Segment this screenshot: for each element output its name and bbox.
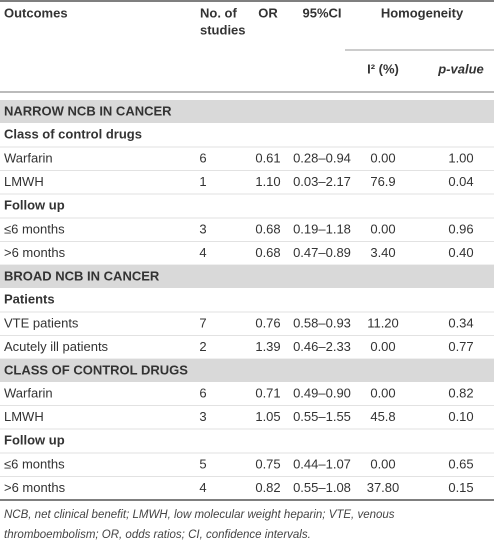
cell: 0.96 <box>448 221 473 236</box>
cell: 76.9 <box>370 174 395 189</box>
cell: 37.80 <box>367 480 400 495</box>
cell: 1 <box>199 174 206 189</box>
group-title: Follow up <box>4 197 65 212</box>
cell: 6 <box>199 385 206 400</box>
cell: ≤6 months <box>4 221 65 236</box>
cell: 0.19–1.18 <box>293 221 351 236</box>
cell: ≤6 months <box>4 456 65 471</box>
cell: 0.82 <box>255 480 280 495</box>
cell: 5 <box>199 456 206 471</box>
cell: 0.68 <box>255 245 280 260</box>
cell: 0.77 <box>448 339 473 354</box>
cell: 0.61 <box>255 150 280 165</box>
section-title: CLASS OF CONTROL DRUGS <box>4 362 188 377</box>
section-title: BROAD NCB IN CANCER <box>4 268 160 283</box>
cell: 1.10 <box>255 174 280 189</box>
cell: 0.46–2.33 <box>293 339 351 354</box>
cell: 0.68 <box>255 221 280 236</box>
cell: 0.76 <box>255 315 280 330</box>
cell: Acutely ill patients <box>4 339 109 354</box>
cell: 0.58–0.93 <box>293 315 351 330</box>
cell: Warfarin <box>4 150 53 165</box>
cell: 4 <box>199 245 206 260</box>
group-title: Class of control drugs <box>4 126 142 141</box>
cell: 0.10 <box>448 409 473 424</box>
cell: 0.55–1.55 <box>293 409 351 424</box>
cell: 45.8 <box>370 409 395 424</box>
section-title: NARROW NCB IN CANCER <box>4 103 172 118</box>
footnote: thromboembolism; OR, odds ratios; CI, co… <box>4 529 311 541</box>
cell: 1.00 <box>448 150 473 165</box>
cell: LMWH <box>4 409 44 424</box>
header-cell: No. of <box>200 5 237 20</box>
cell: 0.47–0.89 <box>293 245 351 260</box>
cell: 0.03–2.17 <box>293 174 351 189</box>
cell: 0.65 <box>448 456 473 471</box>
cell: 0.04 <box>448 174 473 189</box>
cell: 7 <box>199 315 206 330</box>
cell: Warfarin <box>4 385 53 400</box>
cell: 6 <box>199 150 206 165</box>
header-cell: Outcomes <box>4 5 68 20</box>
cell: 0.55–1.08 <box>293 480 351 495</box>
cell: 0.00 <box>370 456 395 471</box>
cell: 0.28–0.94 <box>293 150 351 165</box>
cell: 1.39 <box>255 339 280 354</box>
cell: 0.44–1.07 <box>293 456 351 471</box>
header-cell: 95%CI <box>302 5 341 20</box>
cell: 0.40 <box>448 245 473 260</box>
cell: 1.05 <box>255 409 280 424</box>
cell: 0.49–0.90 <box>293 385 351 400</box>
cell: VTE patients <box>4 315 79 330</box>
group-title: Follow up <box>4 432 65 447</box>
cell: 0.00 <box>370 385 395 400</box>
header-cell: OR <box>258 5 278 20</box>
cell: LMWH <box>4 174 44 189</box>
cell: 2 <box>199 339 206 354</box>
header-cell: p-value <box>437 61 484 76</box>
cell: 0.15 <box>448 480 473 495</box>
cell: 0.34 <box>448 315 473 330</box>
cell: 11.20 <box>367 315 399 330</box>
header-cell: Homogeneity <box>381 5 464 20</box>
cell: 0.00 <box>370 339 395 354</box>
section-band <box>0 265 494 288</box>
group-title: Patients <box>4 291 55 306</box>
cell: 4 <box>199 480 206 495</box>
cell: 0.00 <box>370 150 395 165</box>
cell: 0.00 <box>370 221 395 236</box>
cell: 3 <box>199 409 206 424</box>
section-band <box>0 359 494 382</box>
cell: 3.40 <box>370 245 395 260</box>
footnote: NCB, net clinical benefit; LMWH, low mol… <box>4 509 395 521</box>
header-cell: I² (%) <box>367 61 399 76</box>
cell: 0.71 <box>255 385 280 400</box>
cell: 3 <box>199 221 206 236</box>
header-cell: studies <box>200 22 246 37</box>
cell: 0.82 <box>448 385 473 400</box>
section-band <box>0 100 494 123</box>
cell: 0.75 <box>255 456 280 471</box>
cell: >6 months <box>4 245 66 260</box>
cell: >6 months <box>4 480 66 495</box>
